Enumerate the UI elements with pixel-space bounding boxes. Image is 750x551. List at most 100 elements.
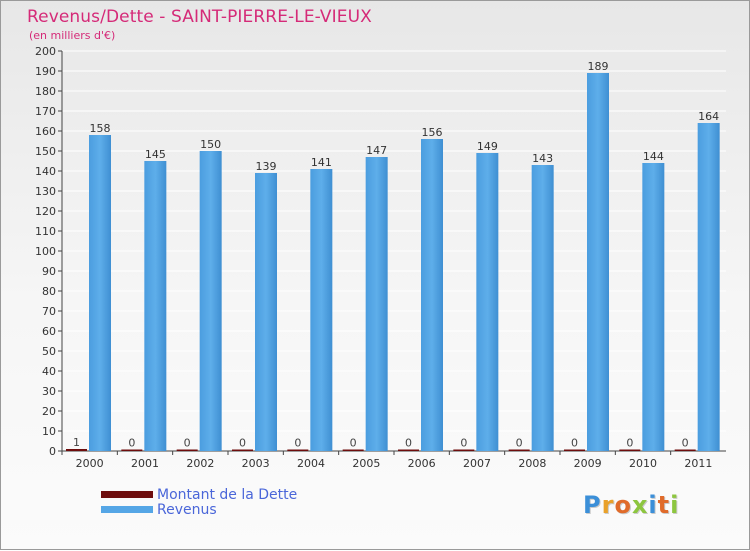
x-tick-label: 2007 — [463, 457, 491, 470]
data-label-revenus: 164 — [698, 110, 719, 123]
data-label-dette: 0 — [350, 437, 357, 450]
legend-label-dette: Montant de la Dette — [157, 486, 298, 503]
y-tick-label: 170 — [35, 105, 56, 118]
data-label-dette: 0 — [460, 437, 467, 450]
data-label-dette: 0 — [626, 437, 633, 450]
data-label-dette: 0 — [682, 437, 689, 450]
y-tick-label: 80 — [42, 285, 56, 298]
bar-dette — [508, 449, 530, 451]
bar-revenus — [310, 169, 333, 451]
data-label-revenus: 150 — [200, 138, 221, 151]
y-tick-label: 30 — [42, 385, 56, 398]
data-label-dette: 0 — [571, 437, 578, 450]
bar-dette — [232, 449, 253, 451]
data-label-revenus: 145 — [145, 148, 166, 161]
y-tick-label: 150 — [35, 145, 56, 158]
bar-dette — [121, 449, 143, 451]
y-tick-label: 40 — [42, 365, 56, 378]
data-label-dette: 0 — [184, 437, 191, 450]
x-tick-label: 2011 — [684, 457, 712, 470]
bar-dette — [66, 449, 87, 451]
bar-revenus — [697, 123, 720, 451]
x-tick-label: 2000 — [76, 457, 104, 470]
bar-dette — [564, 449, 585, 451]
x-tick-label: 2004 — [297, 457, 325, 470]
data-label-dette: 0 — [239, 437, 246, 450]
data-label-revenus: 139 — [256, 160, 277, 173]
bar-revenus — [255, 173, 277, 451]
legend-item-dette: Montant de la Dette — [101, 486, 298, 503]
data-label-revenus: 143 — [532, 152, 553, 165]
bar-dette — [287, 449, 309, 451]
chart-title: Revenus/Dette - SAINT-PIERRE-LE-VIEUX — [27, 7, 372, 27]
bar-dette — [453, 449, 475, 451]
logo-letter: r — [601, 491, 615, 519]
y-tick-label: 50 — [42, 345, 56, 358]
y-tick-label: 200 — [35, 45, 56, 58]
data-label-dette: 1 — [73, 436, 80, 449]
logo-letter: o — [614, 491, 632, 519]
y-tick-label: 190 — [35, 65, 56, 78]
y-tick-label: 10 — [42, 425, 56, 438]
bar-revenus — [199, 151, 222, 451]
bar-revenus — [476, 153, 499, 451]
bar-revenus — [89, 135, 111, 451]
logo-letter: i — [670, 491, 680, 519]
bar-revenus — [531, 165, 554, 451]
data-label-dette: 0 — [405, 437, 412, 450]
y-tick-label: 110 — [35, 225, 56, 238]
data-label-revenus: 158 — [90, 122, 111, 135]
x-tick-label: 2002 — [186, 457, 214, 470]
x-tick-label: 2010 — [629, 457, 657, 470]
x-tick-label: 2001 — [131, 457, 159, 470]
bar-revenus — [642, 163, 665, 451]
legend: Montant de la Dette Revenus — [101, 486, 298, 518]
bar-dette — [342, 449, 364, 451]
y-tick-label: 130 — [35, 185, 56, 198]
y-tick-label: 180 — [35, 85, 56, 98]
y-tick-label: 60 — [42, 325, 56, 338]
y-tick-label: 140 — [35, 165, 56, 178]
data-label-dette: 0 — [294, 437, 301, 450]
logo-letter: x — [631, 491, 649, 519]
data-label-revenus: 156 — [422, 126, 443, 139]
y-tick-label: 100 — [35, 245, 56, 258]
y-tick-label: 0 — [49, 445, 56, 458]
legend-swatch-revenus — [101, 506, 153, 513]
legend-item-revenus: Revenus — [101, 501, 297, 518]
logo-letter: i — [648, 491, 658, 519]
x-tick-label: 2006 — [408, 457, 436, 470]
data-label-revenus: 189 — [588, 60, 609, 73]
y-tick-label: 70 — [42, 305, 56, 318]
x-tick-label: 2003 — [242, 457, 270, 470]
legend-label-revenus: Revenus — [157, 501, 217, 518]
logo-letter: P — [583, 491, 602, 519]
data-label-revenus: 141 — [311, 156, 332, 169]
data-label-revenus: 144 — [643, 150, 664, 163]
x-tick-label: 2009 — [574, 457, 602, 470]
data-label-dette: 0 — [516, 437, 523, 450]
logo-letter: t — [657, 491, 671, 519]
data-label-revenus: 147 — [366, 144, 387, 157]
bar-dette — [619, 449, 641, 451]
data-label-revenus: 149 — [477, 140, 498, 153]
chart-subtitle: (en milliers d'€) — [29, 29, 116, 42]
x-tick-label: 2005 — [352, 457, 380, 470]
bar-dette — [398, 449, 419, 451]
bar-revenus — [365, 157, 388, 451]
bar-revenus — [144, 161, 167, 451]
bar-revenus — [421, 139, 443, 451]
data-label-dette: 0 — [128, 437, 135, 450]
legend-swatch-dette — [101, 491, 153, 498]
x-tick-label: 2008 — [518, 457, 546, 470]
bar-dette — [674, 449, 696, 451]
y-tick-label: 120 — [35, 205, 56, 218]
proxiti-logo: Proxiti — [583, 491, 679, 519]
y-tick-label: 160 — [35, 125, 56, 138]
y-tick-label: 20 — [42, 405, 56, 418]
bar-revenus — [587, 73, 609, 451]
y-tick-label: 90 — [42, 265, 56, 278]
bar-dette — [176, 449, 198, 451]
